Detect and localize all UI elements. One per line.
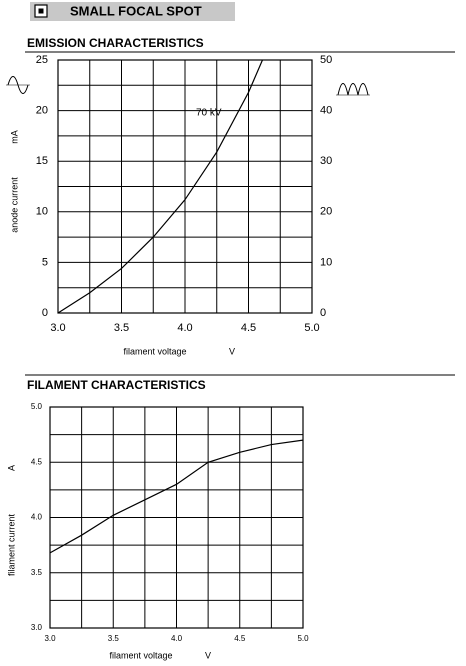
x-tick-label: 3.0: [50, 322, 65, 334]
y-tick-label: 10: [36, 206, 48, 218]
y-axis-unit: A: [6, 465, 16, 471]
data-line: [57, 59, 264, 314]
x-axis-label: filament voltage: [123, 346, 186, 356]
y-tick-label: 4.0: [31, 513, 43, 522]
y2-tick-label: 50: [320, 54, 332, 66]
chart-title: FILAMENT CHARACTERISTICS: [27, 378, 206, 392]
x-tick-label: 3.5: [114, 322, 129, 334]
data-line: [49, 439, 304, 554]
x-tick-label: 4.5: [234, 634, 246, 643]
x-axis-unit: V: [205, 650, 211, 660]
plot-frame: [57, 59, 313, 314]
y2-tick-label: 20: [320, 206, 332, 218]
x-tick-label: 3.0: [44, 634, 56, 643]
y2-tick-label: 10: [320, 256, 332, 268]
y-tick-label: 5: [42, 256, 48, 268]
x-tick-label: 5.0: [304, 322, 319, 334]
x-tick-label: 3.5: [108, 634, 120, 643]
rectified-wave-icon: [337, 83, 369, 96]
plot-frame: [49, 406, 304, 629]
y2-tick-label: 0: [320, 307, 326, 319]
x-tick-label: 4.0: [177, 322, 192, 334]
chart-title: EMISSION CHARACTERISTICS: [27, 36, 204, 50]
y-tick-label: 0: [42, 307, 48, 319]
y-axis-unit: mA: [9, 130, 19, 144]
y-tick-label: 25: [36, 54, 48, 66]
y2-tick-label: 30: [320, 155, 332, 167]
x-tick-label: 4.5: [241, 322, 256, 334]
x-tick-label: 5.0: [297, 634, 309, 643]
header-title: SMALL FOCAL SPOT: [70, 3, 202, 18]
x-axis-unit: V: [229, 346, 235, 356]
y-tick-label: 4.5: [31, 457, 43, 466]
y-tick-label: 3.5: [31, 568, 43, 577]
series-annotation: 70 kV: [196, 108, 222, 119]
y2-tick-label: 40: [320, 105, 332, 117]
x-axis-label: filament voltage: [109, 650, 172, 660]
y-tick-label: 3.0: [31, 623, 43, 632]
header-bar: [30, 2, 235, 21]
y-axis-label: filament current: [6, 513, 16, 576]
x-tick-label: 4.0: [171, 634, 183, 643]
y-axis-label: anode current: [9, 177, 19, 233]
header-icon-inner: [38, 8, 44, 14]
y-tick-label: 15: [36, 155, 48, 167]
y-tick-label: 20: [36, 105, 48, 117]
y-tick-label: 5.0: [31, 402, 43, 411]
